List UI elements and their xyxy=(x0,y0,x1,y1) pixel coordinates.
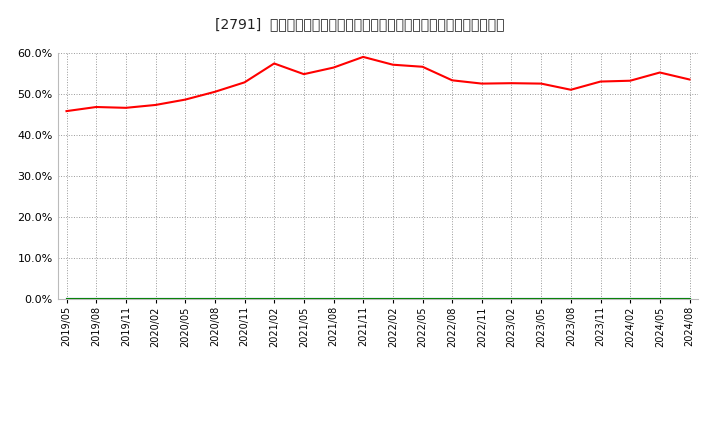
繰延税金資産 xyxy=(418,297,427,302)
自己資本 xyxy=(389,62,397,67)
のれん xyxy=(210,297,219,302)
自己資本 xyxy=(359,54,367,59)
Text: [2791]  自己資本、のれん、繰延税金資産の総資産に対する比率の推移: [2791] 自己資本、のれん、繰延税金資産の総資産に対する比率の推移 xyxy=(215,18,505,32)
自己資本 xyxy=(62,109,71,114)
のれん xyxy=(389,297,397,302)
自己資本 xyxy=(240,80,249,85)
Line: 自己資本: 自己資本 xyxy=(66,57,690,111)
のれん xyxy=(685,297,694,302)
繰延税金資産 xyxy=(537,297,546,302)
自己資本 xyxy=(122,105,130,110)
のれん xyxy=(477,297,486,302)
自己資本 xyxy=(92,104,101,110)
自己資本 xyxy=(210,89,219,95)
繰延税金資産 xyxy=(507,297,516,302)
のれん xyxy=(507,297,516,302)
自己資本 xyxy=(448,78,456,83)
自己資本 xyxy=(567,87,575,92)
自己資本 xyxy=(655,70,664,75)
のれん xyxy=(92,297,101,302)
繰延税金資産 xyxy=(448,297,456,302)
のれん xyxy=(596,297,605,302)
のれん xyxy=(62,297,71,302)
繰延税金資産 xyxy=(210,297,219,302)
繰延税金資産 xyxy=(92,297,101,302)
自己資本 xyxy=(626,78,634,83)
自己資本 xyxy=(300,72,308,77)
繰延税金資産 xyxy=(122,297,130,302)
のれん xyxy=(270,297,279,302)
のれん xyxy=(418,297,427,302)
自己資本 xyxy=(181,97,189,102)
繰延税金資産 xyxy=(270,297,279,302)
繰延税金資産 xyxy=(567,297,575,302)
繰延税金資産 xyxy=(151,297,160,302)
のれん xyxy=(655,297,664,302)
繰延税金資産 xyxy=(626,297,634,302)
繰延税金資産 xyxy=(389,297,397,302)
のれん xyxy=(448,297,456,302)
自己資本 xyxy=(596,79,605,84)
繰延税金資産 xyxy=(477,297,486,302)
自己資本 xyxy=(477,81,486,86)
のれん xyxy=(181,297,189,302)
繰延税金資産 xyxy=(655,297,664,302)
自己資本 xyxy=(507,81,516,86)
自己資本 xyxy=(685,77,694,82)
繰延税金資産 xyxy=(596,297,605,302)
のれん xyxy=(122,297,130,302)
Legend: 自己資本, のれん, 繰延税金資産: 自己資本, のれん, 繰延税金資産 xyxy=(238,433,518,440)
のれん xyxy=(359,297,367,302)
自己資本 xyxy=(151,103,160,108)
のれん xyxy=(151,297,160,302)
繰延税金資産 xyxy=(300,297,308,302)
繰延税金資産 xyxy=(181,297,189,302)
のれん xyxy=(329,297,338,302)
自己資本 xyxy=(329,65,338,70)
のれん xyxy=(537,297,546,302)
繰延税金資産 xyxy=(62,297,71,302)
繰延税金資産 xyxy=(329,297,338,302)
繰延税金資産 xyxy=(359,297,367,302)
のれん xyxy=(240,297,249,302)
自己資本 xyxy=(270,61,279,66)
のれん xyxy=(567,297,575,302)
自己資本 xyxy=(418,64,427,70)
のれん xyxy=(300,297,308,302)
繰延税金資産 xyxy=(685,297,694,302)
繰延税金資産 xyxy=(240,297,249,302)
のれん xyxy=(626,297,634,302)
自己資本 xyxy=(537,81,546,86)
